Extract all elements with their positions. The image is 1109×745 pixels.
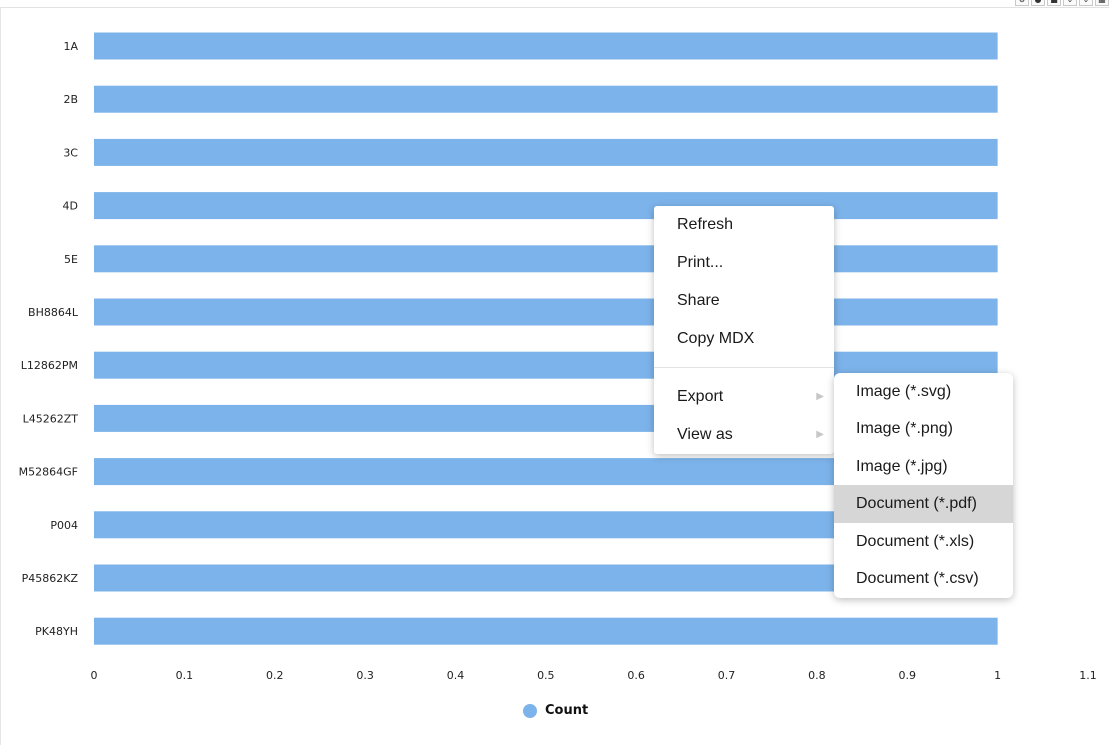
y-tick-label: 1A	[63, 40, 78, 53]
x-tick-label: 0.8	[808, 669, 826, 682]
y-tick-label: PK48YH	[35, 625, 78, 638]
bar-5E[interactable]	[94, 245, 998, 273]
x-tick-label: 0	[91, 669, 98, 682]
y-tick-label: 2B	[63, 93, 78, 106]
menu-item-refresh[interactable]: Refresh	[677, 216, 734, 233]
y-tick-label: 3C	[63, 146, 78, 159]
export-xls[interactable]: Document (*.xls)	[856, 533, 975, 550]
export-submenu: Image (*.svg) Image (*.png) Image (*.jpg…	[834, 373, 1013, 598]
bar-4D[interactable]	[94, 192, 998, 220]
export-png[interactable]: Image (*.png)	[856, 420, 953, 437]
x-tick-label: 0.7	[718, 669, 736, 682]
y-tick-label: L45262ZT	[23, 412, 79, 425]
legend-label: Count	[545, 703, 589, 718]
x-tick-label: 0.2	[266, 669, 284, 682]
chevron-icon[interactable]: ⌄	[1063, 0, 1077, 6]
person-icon[interactable]: ●	[1031, 0, 1045, 6]
export-csv[interactable]: Document (*.csv)	[856, 570, 979, 587]
legend-marker	[523, 703, 537, 718]
menu-separator	[654, 367, 834, 368]
y-tick-label: M52864GF	[19, 466, 78, 479]
x-tick-label: 0.1	[176, 669, 194, 682]
bar-3C[interactable]	[94, 138, 998, 166]
menu-item-share[interactable]: Share	[677, 292, 720, 309]
y-tick-label: 4D	[63, 200, 78, 213]
y-tick-label: L12862PM	[21, 359, 78, 372]
chart-toolbar: ⚙ ● ■ ⌄ ⌄ ▦	[1015, 0, 1109, 6]
gear-icon[interactable]: ⚙	[1015, 0, 1029, 6]
export-pdf[interactable]: Document (*.pdf)	[834, 485, 1013, 523]
y-tick-label: P45862KZ	[22, 572, 79, 585]
context-menu: Refresh Print... Share Copy MDX Export ▶…	[654, 206, 834, 454]
menu-item-view-as-label: View as	[677, 426, 733, 443]
left-border	[0, 7, 1, 745]
x-tick-label: 0.4	[447, 669, 465, 682]
y-tick-label: 5E	[64, 253, 78, 266]
top-bar: ⚙ ● ■ ⌄ ⌄ ▦	[0, 0, 1109, 8]
export-jpg[interactable]: Image (*.jpg)	[856, 458, 948, 475]
bar-1A[interactable]	[94, 32, 998, 60]
menu-item-view-as[interactable]: View as ▶	[654, 416, 834, 454]
x-tick-label: 1.1	[1079, 669, 1097, 682]
x-tick-label: 0.3	[356, 669, 374, 682]
menu-item-export-label: Export	[677, 388, 724, 405]
menu-item-export[interactable]: Export ▶	[654, 378, 834, 416]
chevron-icon[interactable]: ⌄	[1079, 0, 1093, 6]
bar-BH8864L[interactable]	[94, 298, 998, 326]
x-tick-label: 1	[994, 669, 1001, 682]
y-tick-label: P004	[50, 519, 78, 532]
bar-2B[interactable]	[94, 85, 998, 113]
x-tick-label: 0.5	[537, 669, 555, 682]
chevron-right-icon: ▶	[816, 391, 824, 402]
x-tick-label: 0.6	[627, 669, 645, 682]
chevron-right-icon: ▶	[816, 429, 824, 440]
y-tick-label: BH8864L	[28, 306, 79, 319]
menu-item-print[interactable]: Print...	[677, 254, 724, 271]
chart-legend[interactable]: Count	[523, 703, 588, 718]
x-tick-label: 0.9	[899, 669, 917, 682]
bookmark-icon[interactable]: ■	[1047, 0, 1061, 6]
export-svg[interactable]: Image (*.svg)	[856, 383, 952, 400]
bar-PK48YH[interactable]	[94, 617, 998, 645]
menu-item-copy-mdx[interactable]: Copy MDX	[677, 330, 755, 347]
